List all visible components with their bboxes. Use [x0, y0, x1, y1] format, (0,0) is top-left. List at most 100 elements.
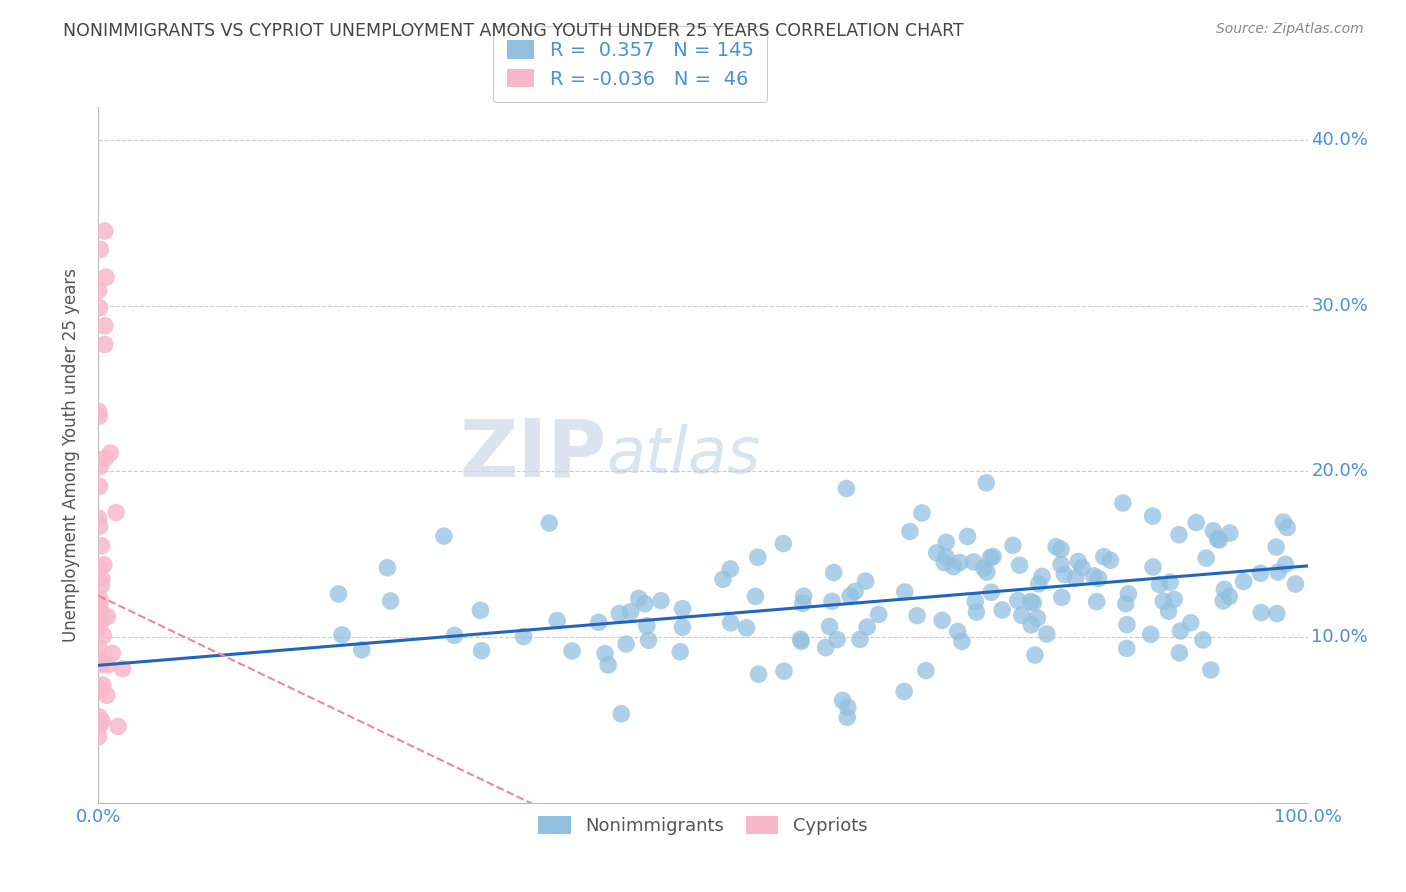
Point	[1050, 558, 1073, 572]
Point	[89, 611, 111, 625]
Point	[87, 730, 110, 744]
Point	[90, 657, 112, 672]
Point	[1168, 646, 1191, 660]
Point	[87, 603, 110, 617]
Point	[87, 560, 110, 574]
Point	[835, 482, 858, 496]
Point	[991, 603, 1014, 617]
Point	[614, 637, 637, 651]
Point	[546, 614, 568, 628]
Point	[91, 714, 114, 728]
Point	[1050, 542, 1073, 557]
Point	[831, 693, 853, 707]
Point	[973, 561, 995, 575]
Point	[974, 475, 997, 490]
Point	[97, 657, 120, 672]
Point	[101, 646, 124, 660]
Point	[1019, 594, 1042, 608]
Point	[1232, 574, 1254, 589]
Point	[1026, 611, 1049, 625]
Point	[931, 613, 953, 627]
Point	[935, 535, 957, 549]
Point	[1170, 624, 1192, 638]
Point	[609, 607, 631, 621]
Point	[1115, 641, 1137, 656]
Point	[792, 597, 814, 611]
Point	[1001, 538, 1024, 552]
Point	[87, 641, 110, 656]
Point	[330, 628, 353, 642]
Point	[94, 224, 117, 238]
Point	[87, 709, 110, 723]
Point	[772, 536, 794, 550]
Point	[1157, 604, 1180, 618]
Point	[1199, 663, 1222, 677]
Point	[1152, 594, 1174, 608]
Point	[619, 605, 641, 619]
Point	[1284, 577, 1306, 591]
Point	[89, 591, 111, 606]
Text: ZIP: ZIP	[458, 416, 606, 494]
Point	[976, 565, 998, 579]
Point	[823, 566, 845, 580]
Point	[837, 710, 859, 724]
Point	[935, 549, 957, 564]
Point	[720, 615, 742, 630]
Point	[89, 459, 111, 474]
Point	[87, 404, 110, 418]
Point	[1218, 590, 1240, 604]
Point	[893, 684, 915, 698]
Point	[100, 446, 122, 460]
Point	[837, 700, 859, 714]
Point	[87, 511, 110, 525]
Point	[1212, 594, 1234, 608]
Point	[934, 556, 956, 570]
Text: Source: ZipAtlas.com: Source: ZipAtlas.com	[1216, 22, 1364, 37]
Point	[748, 667, 770, 681]
Point	[1142, 560, 1164, 574]
Point	[89, 519, 111, 533]
Point	[1149, 577, 1171, 591]
Point	[1163, 592, 1185, 607]
Point	[89, 613, 111, 627]
Point	[1024, 648, 1046, 662]
Point	[942, 559, 965, 574]
Point	[470, 603, 492, 617]
Point	[538, 516, 561, 530]
Point	[1250, 606, 1272, 620]
Point	[627, 591, 650, 606]
Point	[598, 657, 620, 672]
Point	[1206, 533, 1229, 547]
Point	[89, 301, 111, 315]
Point	[793, 589, 815, 603]
Point	[1011, 608, 1033, 623]
Point	[735, 621, 758, 635]
Point	[89, 479, 111, 493]
Point	[1118, 587, 1140, 601]
Point	[1208, 533, 1230, 547]
Point	[821, 594, 844, 608]
Point	[561, 644, 583, 658]
Text: 40.0%: 40.0%	[1312, 131, 1368, 149]
Point	[1112, 496, 1135, 510]
Point	[1192, 632, 1215, 647]
Point	[980, 585, 1002, 599]
Point	[1092, 549, 1115, 564]
Point	[711, 573, 734, 587]
Point	[1272, 515, 1295, 529]
Point	[965, 605, 987, 619]
Point	[1067, 554, 1090, 568]
Point	[636, 619, 658, 633]
Point	[839, 589, 862, 603]
Point	[89, 409, 111, 423]
Point	[93, 610, 115, 624]
Point	[1053, 567, 1076, 582]
Point	[634, 597, 657, 611]
Point	[979, 550, 1001, 565]
Point	[744, 590, 766, 604]
Point	[925, 546, 948, 560]
Point	[593, 647, 616, 661]
Point	[1116, 617, 1139, 632]
Point	[610, 706, 633, 721]
Point	[96, 609, 118, 624]
